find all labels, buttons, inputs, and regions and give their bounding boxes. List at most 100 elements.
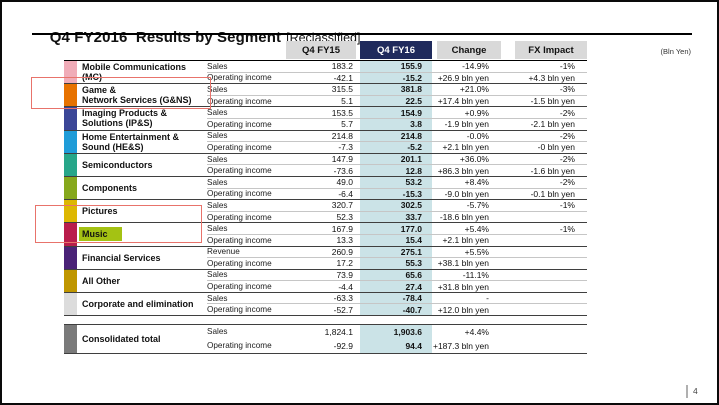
value-q4fy16: 3.8 bbox=[360, 118, 432, 130]
segment-row-home-entertainment-sound-he-s: Home Entertainment & Sound (HE&S) Sales … bbox=[64, 130, 587, 154]
metric-label: Operating income bbox=[207, 142, 272, 152]
metric-label: Sales bbox=[207, 61, 228, 71]
unit-note: (Bln Yen) bbox=[660, 47, 691, 56]
value-q4fy16: -15.2 bbox=[360, 72, 432, 84]
value-q4fy15: -92.9 bbox=[333, 340, 353, 351]
page-number: 4 bbox=[693, 386, 698, 396]
metric-row-operating-income: Operating income -6.4 -15.3 -9.0 bln yen… bbox=[207, 188, 587, 200]
value-q4fy15: -6.4 bbox=[338, 188, 353, 199]
metric-row-sales: Sales 167.9 177.0 +5.4% -1% bbox=[207, 223, 587, 235]
metric-row-operating-income: Operating income -92.9 94.4 +187.3 bln y… bbox=[207, 338, 587, 353]
value-change: -9.0 bln yen bbox=[444, 188, 489, 199]
segment-name-cell: All Other bbox=[77, 270, 207, 292]
value-change: +2.1 bln yen bbox=[442, 142, 489, 153]
metric-label: Operating income bbox=[207, 341, 272, 351]
metric-row-operating-income: Operating income 13.3 15.4 +2.1 bln yen bbox=[207, 234, 587, 246]
value-fx-impact: -0.1 bln yen bbox=[530, 188, 575, 199]
segment-metrics: Sales -63.3 -78.4 - Operating income -52… bbox=[207, 292, 587, 316]
value-change: -0.0% bbox=[466, 130, 489, 141]
consolidated-total-section: Consolidated total Sales 1,824.1 1,903.6… bbox=[64, 324, 587, 354]
segment-metrics: Sales 73.9 65.6 -11.1% Operating income … bbox=[207, 269, 587, 292]
metric-row-operating-income: Operating income -42.1 -15.2 +26.9 bln y… bbox=[207, 72, 587, 84]
segment-name: Components bbox=[82, 183, 137, 194]
segment-row-pictures: Pictures Sales 320.7 302.5 -5.7% -1% Ope… bbox=[64, 200, 587, 224]
segment-row-semiconductors: Semiconductors Sales 147.9 201.1 +36.0% … bbox=[64, 153, 587, 177]
value-q4fy16: 22.5 bbox=[360, 95, 432, 107]
value-change: -11.1% bbox=[462, 269, 489, 280]
value-change: +86.3 bln yen bbox=[437, 165, 489, 176]
segment-color-swatch bbox=[64, 84, 77, 107]
value-fx-impact: -2% bbox=[559, 130, 575, 141]
value-q4fy16: 55.3 bbox=[360, 258, 432, 269]
metric-label: Sales bbox=[207, 327, 228, 337]
value-q4fy15: 5.7 bbox=[341, 119, 353, 130]
value-q4fy16: -40.7 bbox=[360, 304, 432, 316]
value-fx-impact: -2% bbox=[559, 154, 575, 165]
segment-name-cell: Imaging Products & Solutions (IP&S) bbox=[77, 107, 207, 129]
segment-name-cell: Financial Services bbox=[77, 247, 207, 269]
metric-row-operating-income: Operating income 52.3 33.7 -18.6 bln yen bbox=[207, 211, 587, 223]
segment-table-body: Mobile Communications (MC) Sales 183.2 1… bbox=[64, 60, 587, 317]
metric-label: Sales bbox=[207, 270, 228, 280]
segment-color-swatch bbox=[64, 153, 77, 176]
metric-label: Operating income bbox=[207, 166, 272, 176]
metric-label: Operating income bbox=[207, 73, 272, 83]
value-q4fy15: -73.6 bbox=[333, 165, 353, 176]
segment-metrics: Sales 315.5 381.8 +21.0% -3% Operating i… bbox=[207, 84, 587, 107]
value-change: +26.9 bln yen bbox=[437, 72, 489, 83]
segment-name: Financial Services bbox=[82, 252, 161, 263]
segment-color-swatch bbox=[64, 325, 77, 353]
segment-row-imaging-products-solutions-ip-s: Imaging Products & Solutions (IP&S) Sale… bbox=[64, 107, 587, 131]
value-q4fy15: -63.3 bbox=[333, 293, 353, 304]
value-q4fy15: -52.7 bbox=[333, 304, 353, 315]
value-q4fy16: 275.1 bbox=[360, 246, 432, 258]
segment-name-cell: Music bbox=[77, 223, 207, 245]
metric-label: Sales bbox=[207, 108, 228, 118]
segment-color-swatch bbox=[64, 176, 77, 200]
value-q4fy16: 65.6 bbox=[360, 269, 432, 281]
metric-label: Sales bbox=[207, 131, 228, 141]
metric-label: Operating income bbox=[207, 282, 272, 292]
value-change: +8.4% bbox=[464, 177, 489, 188]
value-change: -1.9 bln yen bbox=[444, 119, 489, 130]
metric-row-operating-income: Operating income 5.7 3.8 -1.9 bln yen -2… bbox=[207, 118, 587, 130]
value-q4fy15: 167.9 bbox=[331, 223, 353, 234]
segment-color-swatch bbox=[64, 269, 77, 292]
segment-name-cell: Components bbox=[77, 177, 207, 199]
value-q4fy15: -7.3 bbox=[338, 142, 353, 153]
segment-metrics: Sales 167.9 177.0 +5.4% -1% Operating in… bbox=[207, 223, 587, 246]
metric-label: Operating income bbox=[207, 119, 272, 129]
value-q4fy15: 73.9 bbox=[336, 269, 353, 280]
value-q4fy16: -78.4 bbox=[360, 292, 432, 304]
value-change: +21.0% bbox=[459, 84, 489, 95]
value-q4fy15: -4.4 bbox=[338, 281, 353, 292]
value-q4fy15: 52.3 bbox=[336, 212, 353, 223]
segment-metrics: Sales 153.5 154.9 +0.9% -2% Operating in… bbox=[207, 107, 587, 130]
metric-label: Operating income bbox=[207, 258, 272, 268]
segment-row-corporate-and-elimination: Corporate and elimination Sales -63.3 -7… bbox=[64, 292, 587, 317]
segment-name: Pictures bbox=[82, 206, 118, 217]
segment-row-game-network-services-g-ns: Game & Network Services (G&NS) Sales 315… bbox=[64, 84, 587, 108]
metric-label: Sales bbox=[207, 200, 228, 210]
value-q4fy16: -5.2 bbox=[360, 142, 432, 153]
segment-metrics: Revenue 260.9 275.1 +5.5% Operating inco… bbox=[207, 246, 587, 269]
value-q4fy16: 155.9 bbox=[360, 61, 432, 72]
segment-row-components: Components Sales 49.0 53.2 +8.4% -2% Ope… bbox=[64, 176, 587, 201]
value-q4fy15: 5.1 bbox=[341, 96, 353, 107]
segment-name: Semiconductors bbox=[82, 159, 153, 170]
value-q4fy15: 49.0 bbox=[336, 177, 353, 188]
metric-row-sales: Sales 73.9 65.6 -11.1% bbox=[207, 269, 587, 282]
segment-row-all-other: All Other Sales 73.9 65.6 -11.1% Operati… bbox=[64, 269, 587, 293]
segment-row-financial-services: Financial Services Revenue 260.9 275.1 +… bbox=[64, 246, 587, 270]
segment-name-cell: Game & Network Services (G&NS) bbox=[77, 84, 207, 106]
metric-row-sales: Revenue 260.9 275.1 +5.5% bbox=[207, 246, 587, 259]
segment-metrics: Sales 320.7 302.5 -5.7% -1% Operating in… bbox=[207, 200, 587, 223]
metric-label: Sales bbox=[207, 154, 228, 164]
value-q4fy16: 33.7 bbox=[360, 211, 432, 223]
metric-label: Sales bbox=[207, 293, 228, 303]
metric-row-sales: Sales 183.2 155.9 -14.9% -1% bbox=[207, 61, 587, 73]
value-q4fy16: 94.4 bbox=[360, 338, 432, 353]
metric-label: Sales bbox=[207, 177, 228, 187]
value-q4fy15: 315.5 bbox=[331, 84, 353, 95]
value-fx-impact: -3% bbox=[559, 84, 575, 95]
